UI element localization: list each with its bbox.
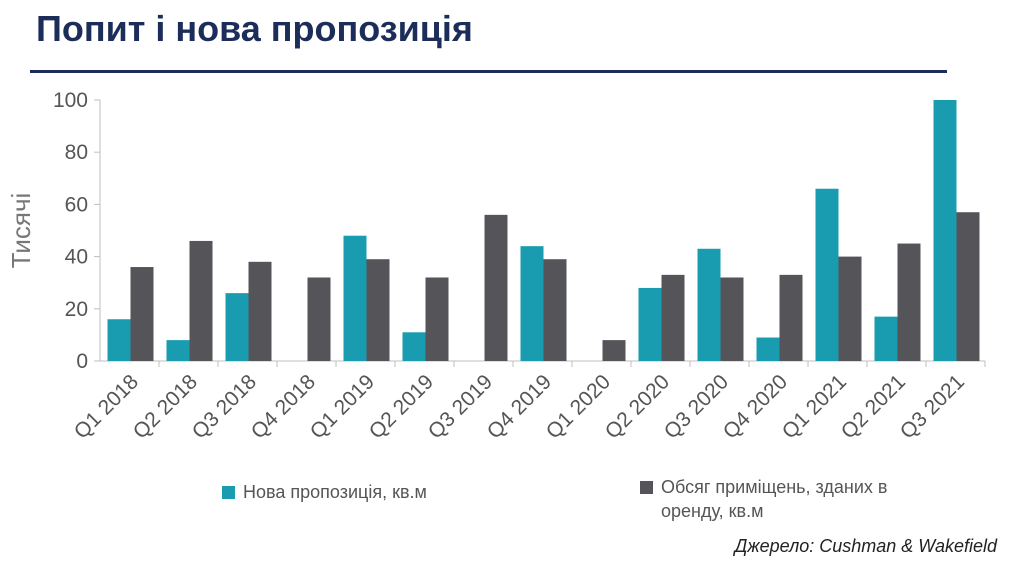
x-tick-label: Q2 2019: [365, 370, 438, 443]
bar-new-supply: [166, 340, 190, 361]
x-tick-label: Q4 2018: [247, 370, 320, 443]
x-tick-label: Q2 2021: [837, 370, 910, 443]
x-tick-label: Q3 2021: [896, 370, 969, 443]
legend-item-leased: Обсяг приміщень, зданих в оренду, кв.м: [640, 475, 940, 523]
legend-swatch-new-supply: [222, 486, 235, 499]
x-tick-label: Q3 2020: [660, 370, 733, 443]
x-tick-label: Q4 2019: [483, 370, 556, 443]
y-tick-label: 0: [76, 350, 88, 373]
x-tick-label: Q1 2018: [70, 370, 143, 443]
x-tick-label: Q1 2021: [778, 370, 851, 443]
bar-new-supply: [638, 287, 662, 361]
y-axis-label: Тисячі: [6, 193, 36, 269]
bar-leased: [956, 212, 980, 361]
y-tick-label: 60: [65, 193, 88, 216]
bar-new-supply: [756, 337, 780, 361]
bar-leased: [366, 259, 390, 361]
bar-new-supply: [343, 235, 367, 361]
bar-leased: [307, 277, 331, 361]
title-underline: [30, 70, 947, 73]
bar-leased: [189, 240, 213, 361]
bar-leased: [484, 214, 508, 361]
legend-item-new-supply: Нова пропозиція, кв.м: [222, 480, 427, 504]
source-note: Джерело: Cushman & Wakefield: [734, 536, 997, 556]
x-tick-label: Q4 2020: [719, 370, 792, 443]
y-tick-label: 100: [53, 89, 88, 112]
x-tick-label: Q1 2020: [542, 370, 615, 443]
bar-leased: [130, 267, 154, 361]
x-tick-label: Q1 2019: [306, 370, 379, 443]
bar-new-supply: [402, 332, 426, 361]
x-tick-label: Q3 2018: [188, 370, 261, 443]
legend-swatch-leased: [640, 481, 653, 494]
bar-leased: [425, 277, 449, 361]
x-tick-label: Q2 2018: [129, 370, 202, 443]
bar-new-supply: [933, 100, 957, 361]
page-title: Попит і нова пропозиція: [36, 8, 473, 49]
x-tick-label: Q3 2019: [424, 370, 497, 443]
bar-new-supply: [815, 188, 839, 361]
bar-new-supply: [225, 293, 249, 361]
y-tick-label: 40: [65, 246, 88, 269]
bar-leased: [720, 277, 744, 361]
bar-leased: [779, 274, 803, 361]
legend-label-leased: Обсяг приміщень, зданих в оренду, кв.м: [661, 477, 888, 521]
bar-new-supply: [107, 319, 131, 361]
bar-new-supply: [520, 246, 544, 361]
bar-leased: [661, 274, 685, 361]
bar-leased: [897, 243, 921, 361]
bar-leased: [838, 256, 862, 361]
bar-new-supply: [697, 248, 721, 361]
x-tick-label: Q2 2020: [601, 370, 674, 443]
bar-new-supply: [874, 316, 898, 361]
y-tick-label: 20: [65, 298, 88, 321]
y-tick-label: 80: [65, 141, 88, 164]
legend-label-new-supply: Нова пропозиція, кв.м: [243, 482, 427, 502]
bar-leased: [602, 340, 626, 361]
bar-leased: [248, 261, 272, 361]
bar-leased: [543, 259, 567, 361]
